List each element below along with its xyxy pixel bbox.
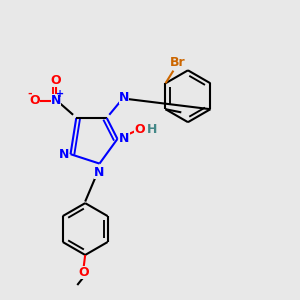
Text: N: N [119, 132, 130, 146]
Text: N: N [94, 166, 105, 178]
Text: Br: Br [170, 56, 186, 69]
Text: N: N [119, 91, 129, 104]
Text: O: O [50, 74, 61, 86]
Text: N: N [58, 148, 69, 161]
Text: -: - [27, 88, 32, 99]
Text: O: O [78, 266, 89, 280]
Text: N: N [50, 94, 61, 107]
Text: O: O [134, 123, 145, 136]
Text: H: H [146, 123, 157, 136]
Text: O: O [30, 94, 40, 107]
Text: +: + [56, 88, 64, 99]
